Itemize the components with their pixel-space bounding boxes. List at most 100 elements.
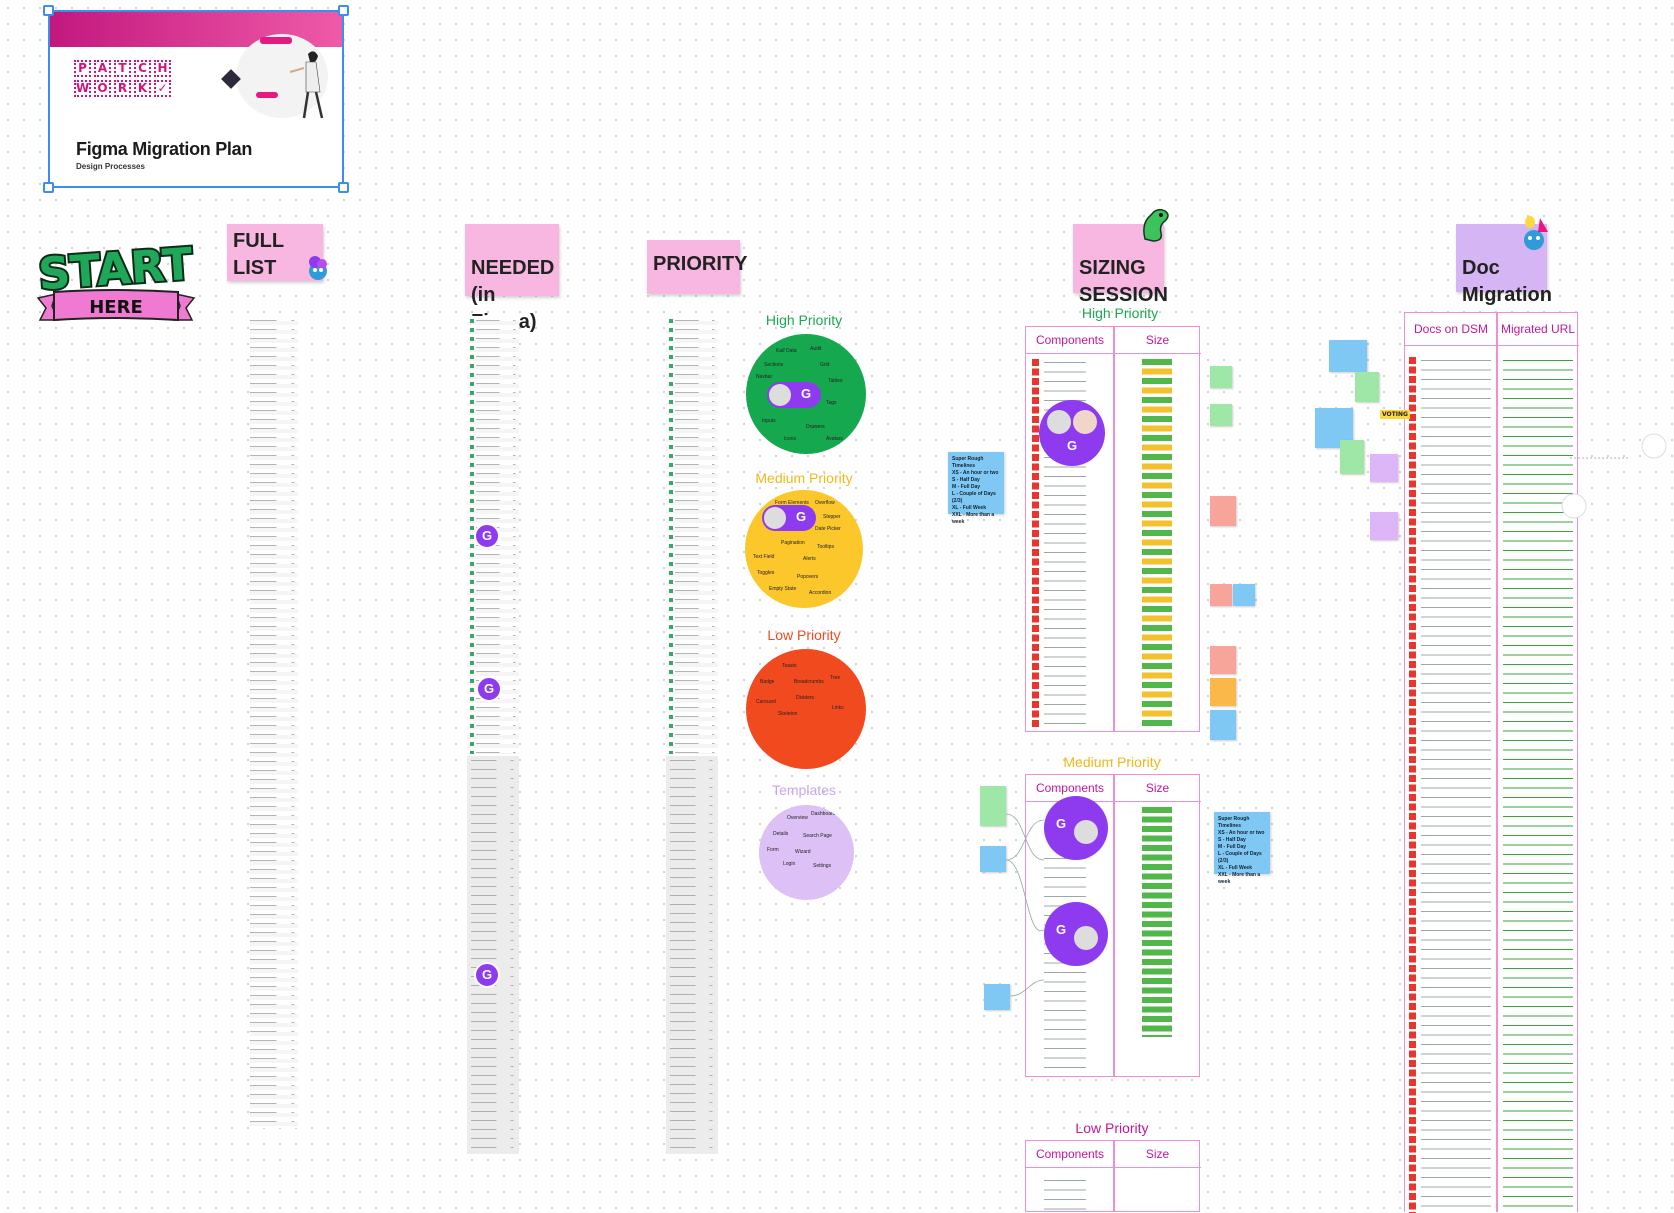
user-avatar: G <box>795 384 817 406</box>
high-priority-label: High Priority <box>765 312 843 328</box>
rough-timelines-note[interactable]: Super Rough Timelines XS - An hour or tw… <box>1214 812 1270 885</box>
full-list-items <box>250 316 298 1128</box>
sticky-note[interactable] <box>1210 404 1232 426</box>
logo-letter: T <box>114 60 131 77</box>
size-tags[interactable] <box>1142 807 1172 1037</box>
cover-subtitle: Design Processes <box>76 162 145 171</box>
logo-letter: W <box>74 80 91 97</box>
logo-letter: H <box>154 60 171 77</box>
sticky-note[interactable] <box>980 786 1006 826</box>
user-avatar: G <box>1050 814 1072 836</box>
sticky-note[interactable] <box>1210 646 1236 674</box>
doc-migration-header-label: Doc Migration <box>1462 257 1552 306</box>
here-text: HERE <box>89 297 143 318</box>
sticky-note[interactable] <box>1210 496 1236 526</box>
sticky-note[interactable] <box>1329 340 1367 372</box>
sticky-note[interactable] <box>1210 366 1232 388</box>
low-priority-circle[interactable]: Toasts Tree Badge Breadcrumbs Carousel Divi… <box>746 649 866 769</box>
doc-row-icons <box>1409 357 1416 1213</box>
priority-list-top[interactable] <box>666 316 718 754</box>
logo-letter: C <box>134 60 151 77</box>
resize-handle-br[interactable] <box>338 182 349 193</box>
logo-letter: O <box>94 80 111 97</box>
user-photo-avatar <box>1047 410 1071 434</box>
voting-badge[interactable]: VOTING <box>1380 410 1410 419</box>
sticky-note[interactable] <box>1355 372 1379 402</box>
cursor-connector <box>1561 433 1667 519</box>
sticky-note[interactable] <box>1210 678 1236 706</box>
dinosaur-sticker-icon <box>1143 208 1169 242</box>
logo-letter: ✓ <box>154 80 171 97</box>
sizing-low-table[interactable]: Components Size <box>1025 1140 1201 1212</box>
sticky-note[interactable] <box>1233 584 1255 606</box>
avatar-cluster[interactable]: G <box>1044 796 1108 860</box>
logo-letter: P <box>74 60 91 77</box>
sizing-header-label: SIZING SESSION <box>1079 257 1168 306</box>
user-photo-avatar <box>764 507 786 529</box>
needed-header[interactable]: NEEDED (in Figma) <box>465 224 559 333</box>
doc-migration-table[interactable]: Docs on DSM Migrated URL <box>1404 312 1579 1213</box>
low-priority-label: Low Priority <box>767 627 841 643</box>
sticky-note[interactable] <box>1370 512 1398 540</box>
user-photo-avatar <box>1073 410 1097 434</box>
full-list-header[interactable]: FULL LIST <box>227 224 323 281</box>
user-photo-avatar <box>1074 926 1098 950</box>
templates-circle[interactable]: Overview Dashboard Details Search Page For… <box>759 805 854 900</box>
sizing-low-label: Low Priority <box>1075 1120 1149 1136</box>
priority-header-label: PRIORITY <box>653 253 748 275</box>
resize-handle-tr[interactable] <box>338 5 349 16</box>
priority-list-bottom[interactable] <box>666 756 718 1154</box>
avatar-cursor-group[interactable]: G <box>762 505 816 531</box>
user-photo-avatar <box>769 384 791 406</box>
user-avatar: G <box>1061 436 1083 458</box>
sticky-note[interactable] <box>1370 454 1398 482</box>
priority-items <box>675 316 718 754</box>
resize-handle-bl[interactable] <box>43 182 54 193</box>
avatar-cluster[interactable]: G <box>1039 400 1105 466</box>
cover-title: Figma Migration Plan <box>76 139 253 159</box>
priority-checkboxes[interactable] <box>669 316 673 754</box>
connector-lines <box>1005 813 1045 997</box>
sticky-note[interactable] <box>1210 584 1232 606</box>
full-list-column[interactable] <box>250 316 298 1128</box>
sticky-note[interactable] <box>1210 710 1236 740</box>
bug-sticker-icon <box>309 256 327 280</box>
migrated-url-links[interactable] <box>1503 357 1573 1213</box>
sizing-high-label: High Priority <box>1081 305 1159 321</box>
templates-label: Templates <box>772 782 836 798</box>
doc-row-names <box>1421 357 1491 1213</box>
sticky-note[interactable] <box>980 846 1006 872</box>
col-components-header: Components <box>1026 327 1114 354</box>
medium-priority-label: Medium Priority <box>755 470 853 486</box>
patchwork-logo-row2: W O R K ✓ <box>74 80 171 97</box>
col-docs-header: Docs on DSM <box>1405 313 1497 346</box>
avatar-cluster[interactable]: G <box>1044 902 1108 966</box>
needed-checkboxes[interactable] <box>470 316 474 754</box>
sizing-header[interactable]: SIZING SESSION <box>1073 224 1168 306</box>
logo-letter: K <box>134 80 151 97</box>
cover-illustration <box>221 34 328 119</box>
sticky-note[interactable] <box>1340 440 1364 474</box>
col-size-header: Size <box>1114 327 1201 354</box>
needed-items-rest <box>471 756 517 1154</box>
col-components-header: Components <box>1026 1141 1114 1168</box>
avatar-cursor-group[interactable]: G <box>767 382 821 408</box>
size-tags[interactable] <box>1142 359 1172 727</box>
user-avatar[interactable]: G <box>474 523 500 549</box>
user-avatar[interactable]: G <box>476 676 502 702</box>
needed-list-bottom[interactable] <box>467 756 519 1154</box>
priority-header[interactable]: PRIORITY <box>647 240 747 294</box>
col-url-header: Migrated URL <box>1497 313 1579 346</box>
user-avatar: G <box>1050 920 1072 942</box>
user-photo-avatar <box>1074 820 1098 844</box>
party-sticker-icon <box>1524 216 1548 250</box>
sizing-high-table[interactable]: Components Size <box>1025 326 1201 732</box>
priority-items-rest <box>670 756 716 1154</box>
rough-timelines-note[interactable]: Super Rough Timelines XS - An hour or tw… <box>948 452 1004 525</box>
user-avatar: G <box>790 507 812 529</box>
start-here-sticker: START HERE <box>35 237 196 322</box>
resize-handle-tl[interactable] <box>43 5 54 16</box>
user-avatar[interactable]: G <box>474 962 500 988</box>
sticky-note[interactable] <box>984 984 1010 1010</box>
